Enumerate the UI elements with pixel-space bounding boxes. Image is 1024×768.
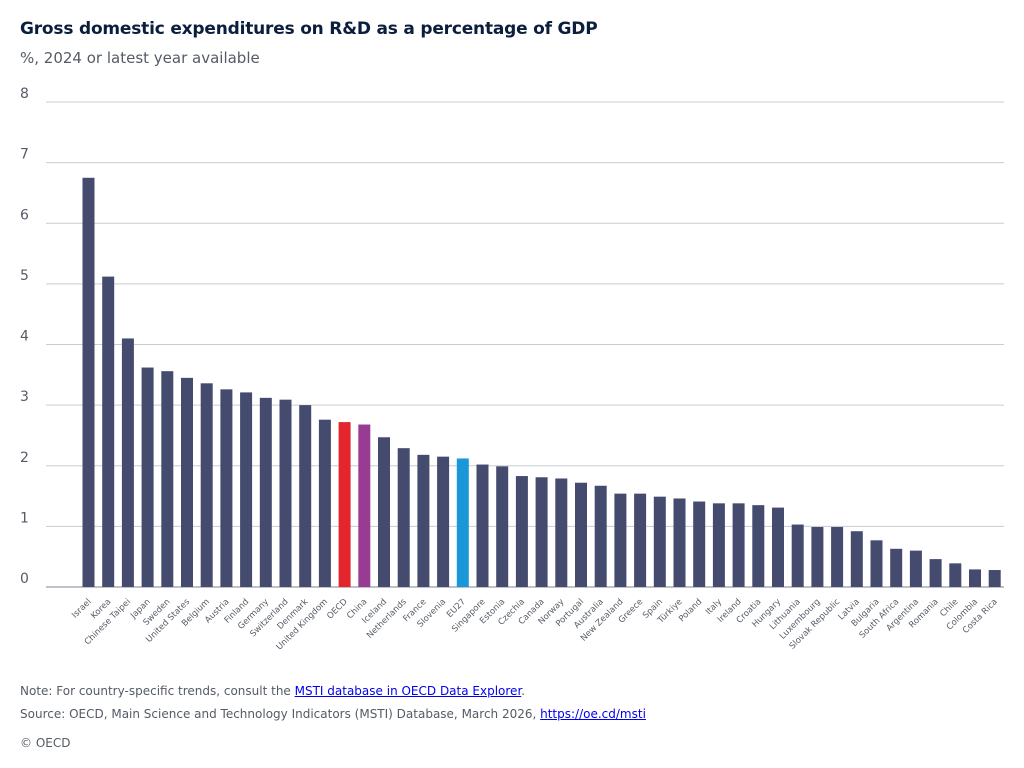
bar-argentina[interactable] <box>909 550 922 587</box>
bar-australia[interactable] <box>594 485 607 587</box>
bar-china[interactable] <box>358 424 371 587</box>
bar-czechia[interactable] <box>515 476 528 587</box>
bar-t-rkiye[interactable] <box>673 498 686 587</box>
footer-note: Note: For country-specific trends, consu… <box>20 684 525 698</box>
bar-israel[interactable] <box>82 177 95 587</box>
bar-slovak-republic[interactable] <box>831 526 844 587</box>
bar-united-states[interactable] <box>181 377 193 587</box>
bar-chinese-taipei[interactable] <box>121 338 134 587</box>
y-axis-ticks: 0 1 2 3 4 5 6 7 8 <box>20 86 29 587</box>
bars <box>82 177 1001 587</box>
bar-croatia[interactable] <box>752 505 765 587</box>
bar-poland[interactable] <box>693 501 706 587</box>
bar-south-africa[interactable] <box>890 548 903 587</box>
bar-france[interactable] <box>417 454 430 587</box>
bar-norway[interactable] <box>555 478 568 587</box>
bar-italy[interactable] <box>712 503 725 587</box>
bar-greece[interactable] <box>634 493 647 587</box>
msti-url-link[interactable]: https://oe.cd/msti <box>540 707 646 721</box>
bar-sweden[interactable] <box>161 371 174 587</box>
bar-singapore[interactable] <box>476 464 489 587</box>
bar-eu27[interactable] <box>456 458 469 587</box>
bar-canada[interactable] <box>535 477 548 587</box>
bar-romania[interactable] <box>929 559 942 587</box>
bar-korea[interactable] <box>102 276 115 587</box>
msti-database-link[interactable]: MSTI database in OECD Data Explorer <box>294 684 522 698</box>
x-tick-label: Israel <box>70 597 94 621</box>
footer-source: Source: OECD, Main Science and Technolog… <box>20 707 646 721</box>
bar-spain[interactable] <box>653 496 666 587</box>
bar-belgium[interactable] <box>200 383 213 587</box>
note-suffix: . <box>521 684 526 698</box>
chart-subtitle: %, 2024 or latest year available <box>20 49 260 67</box>
bar-germany[interactable] <box>259 397 272 587</box>
bar-luxembourg[interactable] <box>811 526 824 587</box>
bar-portugal[interactable] <box>575 482 587 587</box>
bar-chile[interactable] <box>949 563 962 587</box>
bar-oecd[interactable] <box>338 422 351 587</box>
y-tick-label: 5 <box>20 268 29 284</box>
source-prefix: Source: OECD, Main Science and Technolog… <box>20 707 541 721</box>
bar-lithuania[interactable] <box>791 524 804 587</box>
bar-hungary[interactable] <box>772 507 784 587</box>
bar-estonia[interactable] <box>496 466 509 587</box>
bar-iceland[interactable] <box>378 437 390 587</box>
bar-japan[interactable] <box>141 367 154 587</box>
bar-slovenia[interactable] <box>437 456 450 587</box>
x-tick-label: OECD <box>325 597 350 622</box>
y-tick-label: 3 <box>20 389 29 405</box>
y-tick-label: 6 <box>20 207 29 223</box>
bar-netherlands[interactable] <box>397 448 410 587</box>
bar-finland[interactable] <box>240 392 253 587</box>
bar-bulgaria[interactable] <box>870 540 883 587</box>
y-tick-label: 8 <box>20 86 29 102</box>
bar-austria[interactable] <box>220 389 233 587</box>
note-prefix: Note: For country-specific trends, consu… <box>20 684 295 698</box>
y-tick-label: 2 <box>20 450 29 466</box>
bar-new-zealand[interactable] <box>614 493 627 587</box>
y-tick-label: 0 <box>20 571 29 587</box>
bar-costa-rica[interactable] <box>988 570 1001 587</box>
y-tick-label: 7 <box>20 147 29 163</box>
bar-colombia[interactable] <box>969 569 981 587</box>
bar-denmark[interactable] <box>299 405 312 587</box>
y-tick-label: 1 <box>20 510 29 526</box>
bar-switzerland[interactable] <box>279 399 292 587</box>
chart-title: Gross domestic expenditures on R&D as a … <box>20 19 598 39</box>
bar-united-kingdom[interactable] <box>318 419 331 587</box>
copyright: © OECD <box>20 736 71 750</box>
y-tick-label: 4 <box>20 329 29 345</box>
bar-latvia[interactable] <box>850 531 863 587</box>
bar-ireland[interactable] <box>732 503 745 587</box>
